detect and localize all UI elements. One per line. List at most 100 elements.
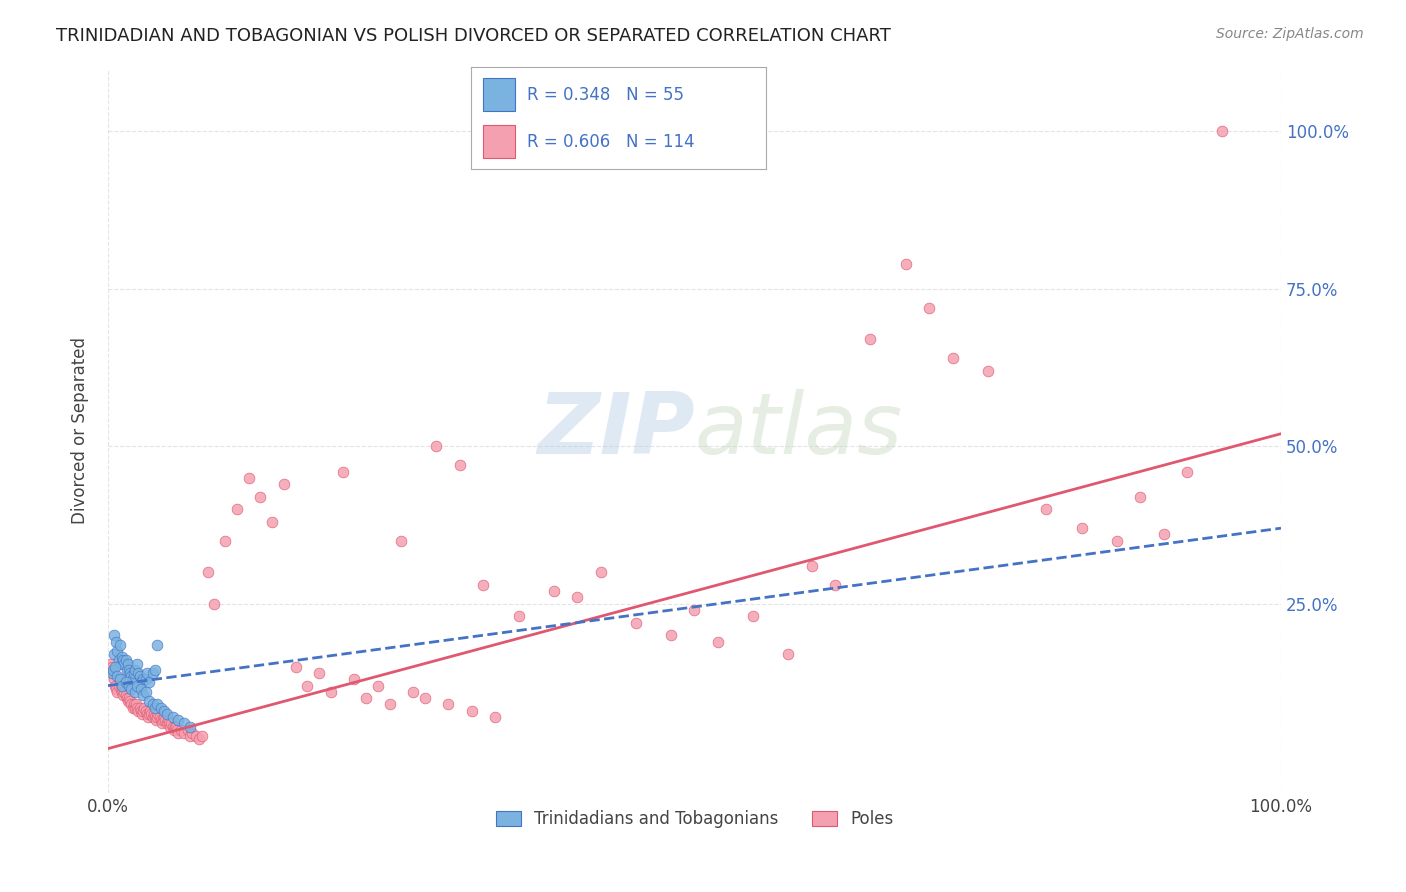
Point xyxy=(138,706,160,721)
Point xyxy=(163,720,186,734)
Point xyxy=(214,533,236,548)
Point xyxy=(108,638,131,652)
Point xyxy=(120,666,142,681)
Point xyxy=(378,698,401,712)
Point xyxy=(118,679,141,693)
Point xyxy=(167,713,190,727)
Point xyxy=(142,710,165,724)
Point xyxy=(659,628,682,642)
Point xyxy=(112,688,135,702)
Point xyxy=(128,700,150,714)
Point xyxy=(101,666,124,681)
Point xyxy=(111,650,134,665)
Point xyxy=(177,723,200,737)
Point xyxy=(1153,527,1175,541)
Point xyxy=(118,663,141,677)
Point xyxy=(226,502,249,516)
Point xyxy=(142,666,165,681)
Point xyxy=(135,706,157,721)
Point xyxy=(449,458,471,473)
Point xyxy=(111,685,134,699)
Point xyxy=(134,700,156,714)
Point xyxy=(1175,465,1198,479)
Point xyxy=(149,700,172,714)
Point xyxy=(153,710,176,724)
Point xyxy=(859,332,882,346)
Text: atlas: atlas xyxy=(695,389,903,472)
Point xyxy=(100,659,122,673)
Point xyxy=(122,666,145,681)
Point xyxy=(136,710,159,724)
Point xyxy=(129,681,152,696)
Point xyxy=(159,720,181,734)
Point xyxy=(105,669,128,683)
Point xyxy=(167,726,190,740)
Point xyxy=(197,566,219,580)
Point xyxy=(162,720,184,734)
Point xyxy=(152,713,174,727)
Point xyxy=(142,706,165,721)
Point xyxy=(800,558,823,573)
Point xyxy=(114,688,136,702)
Point xyxy=(127,657,149,671)
Text: R = 0.606   N = 114: R = 0.606 N = 114 xyxy=(527,133,695,151)
Point xyxy=(125,698,148,712)
Point xyxy=(105,644,128,658)
Point xyxy=(153,704,176,718)
Point xyxy=(120,698,142,712)
Point xyxy=(170,723,193,737)
Point xyxy=(146,698,169,712)
Point xyxy=(149,710,172,724)
Point xyxy=(122,698,145,712)
Point xyxy=(129,704,152,718)
Point xyxy=(589,566,612,580)
Point xyxy=(127,679,149,693)
Point xyxy=(121,700,143,714)
Point xyxy=(120,694,142,708)
Point xyxy=(128,669,150,683)
Text: Source: ZipAtlas.com: Source: ZipAtlas.com xyxy=(1216,27,1364,41)
Point xyxy=(941,351,963,366)
Point xyxy=(110,657,132,671)
Point xyxy=(103,628,125,642)
Point xyxy=(238,471,260,485)
Point xyxy=(98,657,121,671)
Point xyxy=(142,698,165,712)
Point xyxy=(108,673,131,687)
Point xyxy=(894,257,917,271)
Point xyxy=(114,675,136,690)
Point xyxy=(107,679,129,693)
Point xyxy=(112,653,135,667)
Point xyxy=(707,634,730,648)
Point xyxy=(624,615,647,630)
Point xyxy=(343,673,366,687)
Point xyxy=(105,634,128,648)
Point xyxy=(104,659,127,673)
Point xyxy=(184,729,207,743)
Point xyxy=(120,681,142,696)
Point xyxy=(262,515,284,529)
Point xyxy=(543,584,565,599)
Point xyxy=(1070,521,1092,535)
Point xyxy=(100,666,122,681)
Point xyxy=(332,465,354,479)
Point xyxy=(977,364,1000,378)
Point xyxy=(437,698,460,712)
Point xyxy=(117,694,139,708)
Point xyxy=(319,685,342,699)
Point xyxy=(778,647,800,661)
Point xyxy=(1211,124,1233,138)
Point xyxy=(103,673,125,687)
Bar xyxy=(482,78,516,111)
Text: TRINIDADIAN AND TOBAGONIAN VS POLISH DIVORCED OR SEPARATED CORRELATION CHART: TRINIDADIAN AND TOBAGONIAN VS POLISH DIV… xyxy=(56,27,891,45)
Point xyxy=(367,679,389,693)
Point xyxy=(110,681,132,696)
Point xyxy=(402,685,425,699)
Point xyxy=(108,673,131,687)
Point xyxy=(112,657,135,671)
Point xyxy=(120,669,142,683)
Point xyxy=(156,713,179,727)
Point xyxy=(163,723,186,737)
Point xyxy=(149,713,172,727)
Point xyxy=(742,609,765,624)
